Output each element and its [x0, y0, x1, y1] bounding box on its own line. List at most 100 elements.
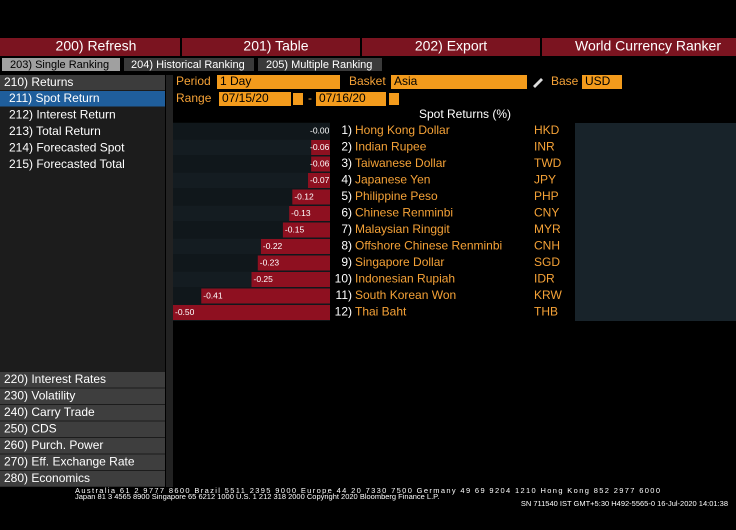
label: Range	[176, 91, 212, 105]
tab[interactable]	[124, 58, 254, 71]
sidebar-item[interactable]	[0, 91, 165, 107]
value-label: -0.06	[310, 142, 330, 152]
sidebar-item[interactable]	[0, 421, 165, 438]
tab[interactable]	[258, 58, 382, 71]
row-band	[173, 122, 330, 140]
base-select[interactable]	[582, 75, 622, 89]
currency-name[interactable]: Offshore Chinese Renminbi	[355, 239, 502, 253]
field-value: USD	[585, 74, 611, 88]
rank: 4)	[341, 173, 352, 187]
sidebar-item[interactable]	[0, 107, 165, 124]
app-title: World Currency Ranker	[575, 38, 721, 54]
sidebar-item[interactable]	[0, 454, 165, 471]
currency-code: IDR	[534, 272, 555, 286]
value-label: -0.00	[310, 125, 330, 135]
sidebar-item-label: 260) Purch. Power	[4, 438, 103, 452]
value-label: -0.23	[260, 257, 280, 267]
rank: 1)	[341, 123, 352, 137]
sidebar-header-label: 210) Returns	[4, 75, 73, 89]
currency-name[interactable]: Singapore Dollar	[355, 255, 444, 269]
rank: 7)	[341, 222, 352, 236]
currency-name[interactable]: Taiwanese Dollar	[355, 156, 446, 170]
field-value: 1 Day	[220, 74, 251, 88]
footer-text: SN 711540 IST GMT+5:30 H492-5565-0 16-Ju…	[521, 499, 728, 508]
currency-name[interactable]: Indian Rupee	[355, 140, 427, 154]
footer-text: Australia 61 2 9777 8600 Brazil 5511 239…	[75, 486, 660, 495]
export-button[interactable]	[362, 38, 540, 56]
currency-name[interactable]: Philippine Peso	[355, 189, 438, 203]
currency-code: CNY	[534, 206, 559, 220]
sidebar-item-label: 213) Total Return	[9, 124, 101, 138]
row-band	[173, 172, 330, 189]
value-label: -0.12	[294, 191, 314, 201]
sidebar-items: 211) Spot Return 212) Interest Return 213)…	[0, 91, 165, 487]
value-label: -0.15	[285, 224, 305, 234]
currency-name[interactable]: Chinese Renminbi	[355, 206, 453, 220]
currency-name[interactable]: Indonesian Rupiah	[355, 272, 455, 286]
button-label: 201) Table	[243, 38, 308, 54]
currency-name[interactable]: Japanese Yen	[355, 173, 430, 187]
field-value: Asia	[394, 74, 418, 88]
bar	[289, 206, 330, 221]
bar	[260, 239, 330, 254]
start-date[interactable]	[219, 92, 291, 106]
rank: 10)	[335, 272, 352, 286]
tab-label: 203) Single Ranking	[10, 59, 109, 71]
currency-name[interactable]: Malaysian Ringgit	[355, 222, 450, 236]
sidebar-item[interactable]	[0, 471, 165, 487]
end-date[interactable]	[316, 92, 386, 106]
row-band	[173, 139, 330, 156]
rank: 11)	[336, 288, 352, 302]
sidebar-item[interactable]	[0, 405, 165, 421]
sidebar-item-label: 212) Interest Return	[9, 108, 116, 122]
calendar-icon[interactable]	[389, 93, 399, 105]
sidebar-item-label: 250) CDS	[4, 422, 57, 436]
sidebar-item[interactable]	[0, 388, 165, 405]
rank: 9)	[341, 255, 352, 269]
rank: 3)	[341, 156, 352, 170]
separator: -	[308, 91, 312, 105]
currency-code: CNH	[534, 239, 560, 253]
tab-active[interactable]	[2, 58, 120, 71]
refresh-button[interactable]	[0, 38, 180, 56]
rank: 12)	[335, 305, 352, 319]
sidebar-item[interactable]	[0, 140, 165, 157]
bar	[251, 272, 330, 287]
currency-code: SGD	[534, 255, 560, 269]
basket-select[interactable]	[391, 75, 527, 89]
value-label: -0.07	[310, 175, 330, 185]
currency-code: JPY	[534, 173, 556, 187]
row-band	[173, 188, 330, 206]
bar	[311, 156, 330, 172]
currency-name[interactable]: Hong Kong Dollar	[355, 123, 450, 137]
calendar-icon[interactable]	[293, 93, 303, 105]
bar	[173, 305, 330, 320]
rank: 5)	[341, 189, 352, 203]
sidebar-item-label: 230) Volatility	[4, 389, 75, 403]
sidebar-item[interactable]	[0, 157, 165, 173]
sidebar-item[interactable]	[0, 438, 165, 454]
currency-code: PHP	[534, 189, 559, 203]
label: Period	[176, 74, 211, 88]
button-label: 200) Refresh	[56, 38, 137, 54]
sidebar-item-label: 280) Economics	[4, 471, 90, 485]
side-panel	[575, 123, 736, 321]
sidebar-item-label: 214) Forecasted Spot	[9, 141, 125, 155]
rank: 8)	[341, 239, 352, 253]
sidebar-item[interactable]	[0, 372, 165, 388]
sidebar-item[interactable]	[0, 124, 165, 140]
value-label: -0.41	[203, 290, 223, 300]
currency-name[interactable]: Thai Baht	[355, 305, 407, 319]
sidebar-header[interactable]	[0, 75, 165, 90]
currency-name[interactable]: South Korean Won	[355, 288, 456, 302]
rank: 2)	[341, 140, 352, 154]
value-label: -0.06	[310, 158, 330, 168]
table-button[interactable]	[182, 38, 360, 56]
edit-icon[interactable]	[533, 78, 543, 88]
currency-code: THB	[534, 305, 558, 319]
value-label: -0.25	[254, 274, 274, 284]
period-select[interactable]	[217, 75, 340, 89]
chart: -0.00 1) Hong Kong Dollar HKD -0.06 2) Indian …	[173, 122, 562, 321]
tab-label: 204) Historical Ranking	[131, 59, 245, 71]
